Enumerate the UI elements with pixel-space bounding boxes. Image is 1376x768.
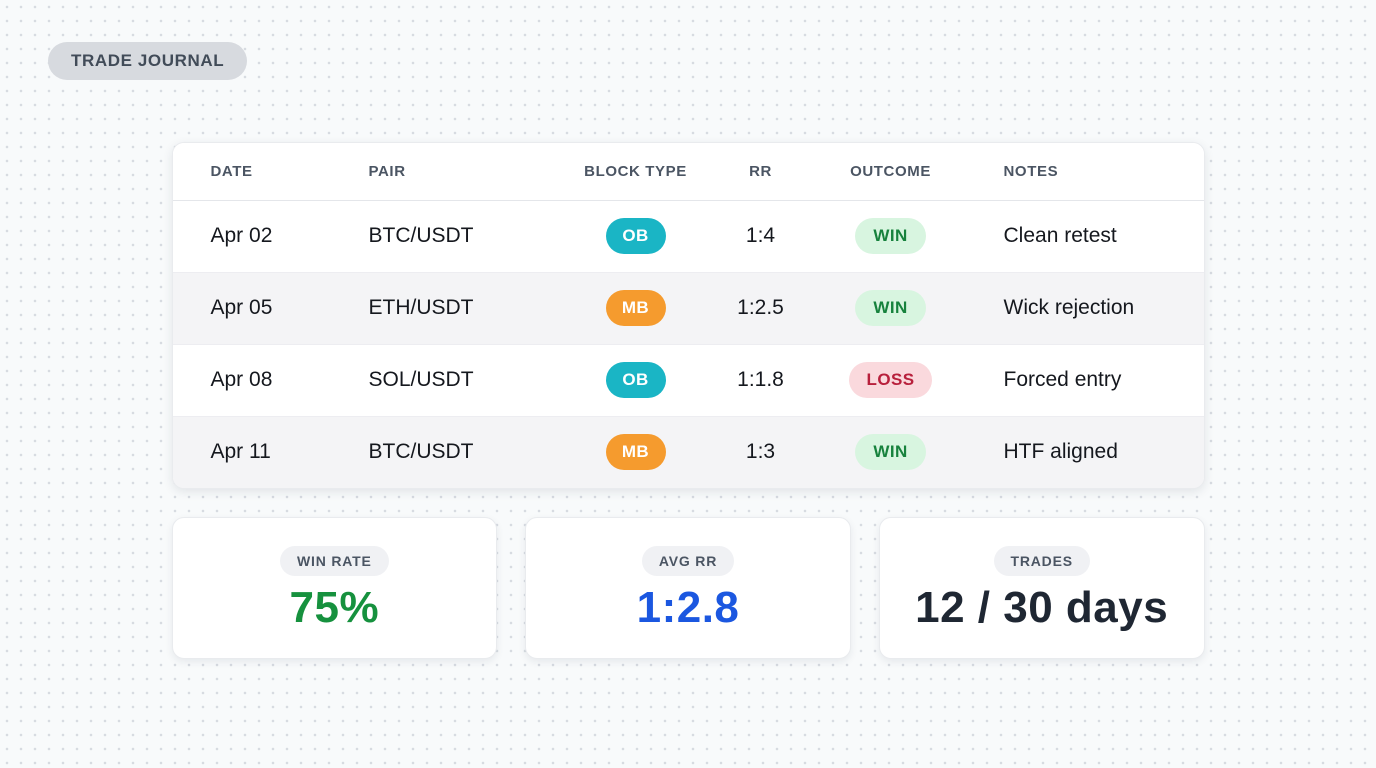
date-cell: Apr 02 [210,224,273,247]
date-cell: Apr 05 [210,296,273,319]
outcome-pill: WIN [855,290,926,326]
pair-cell: SOL/USDT [368,368,474,391]
pair-cell: BTC/USDT [368,440,474,464]
notes-cell: HTF aligned [1003,440,1118,464]
block-type-pill: OB [605,362,666,398]
block-type-pill: MB [605,434,666,471]
date-cell: Apr 11 [210,440,271,464]
block-type-pill: MB [605,290,666,326]
rr-cell: 1:2.5 [737,296,784,319]
table-row[interactable]: Apr 08 SOL/USDT OB 1:1.8 LOSS Forced ent… [172,344,1204,416]
table-row[interactable]: Apr 05 ETH/USDT MB 1:2.5 WIN Wick reject… [172,272,1204,344]
trades-value: 12 / 30 days [915,583,1169,632]
date-cell: Apr 08 [210,368,273,391]
trade-journal-badge: TRADE JOURNAL [48,42,248,80]
stat-label: AVG RR [641,546,735,576]
trade-table: DATE PAIR BLOCK TYPE RR OUTCOME NOTES Ap… [172,143,1204,488]
stat-label: TRADES [993,546,1090,576]
table-header-row: DATE PAIR BLOCK TYPE RR OUTCOME NOTES [172,143,1204,201]
outcome-pill: WIN [855,434,926,471]
pair-cell: BTC/USDT [368,224,474,247]
column-header-rr: RR [715,143,806,201]
outcome-pill: LOSS [848,362,933,398]
win-rate-value: 75% [289,583,380,632]
column-header-outcome: OUTCOME [805,143,976,201]
outcome-pill: WIN [855,218,926,254]
stat-card-win-rate: WIN RATE 75% [171,517,498,659]
notes-cell: Clean retest [1003,224,1117,247]
main-content: DATE PAIR BLOCK TYPE RR OUTCOME NOTES Ap… [171,142,1205,659]
trade-table-card: DATE PAIR BLOCK TYPE RR OUTCOME NOTES Ap… [171,142,1205,489]
column-header-pair: PAIR [368,143,556,201]
stat-card-avg-rr: AVG RR 1:2.8 [525,517,851,659]
column-header-block-type: BLOCK TYPE [555,143,716,201]
column-header-notes: NOTES [975,143,1204,201]
stats-row: WIN RATE 75% AVG RR 1:2.8 TRADES 12 / 30… [171,517,1205,659]
block-type-pill: OB [605,218,666,254]
notes-cell: Forced entry [1003,368,1122,391]
table-row[interactable]: Apr 11 BTC/USDT MB 1:3 WIN HTF aligned [172,416,1204,488]
pair-cell: ETH/USDT [368,296,474,319]
rr-cell: 1:1.8 [737,368,784,391]
table-row[interactable]: Apr 02 BTC/USDT OB 1:4 WIN Clean retest [173,200,1204,272]
stat-label: WIN RATE [280,546,389,576]
trade-journal-badge-label: TRADE JOURNAL [71,51,225,70]
rr-cell: 1:4 [745,224,776,247]
rr-cell: 1:3 [745,440,776,464]
stat-card-trades: TRADES 12 / 30 days [878,517,1205,659]
avg-rr-value: 1:2.8 [636,583,740,632]
notes-cell: Wick rejection [1003,296,1135,319]
column-header-date: DATE [172,143,369,201]
